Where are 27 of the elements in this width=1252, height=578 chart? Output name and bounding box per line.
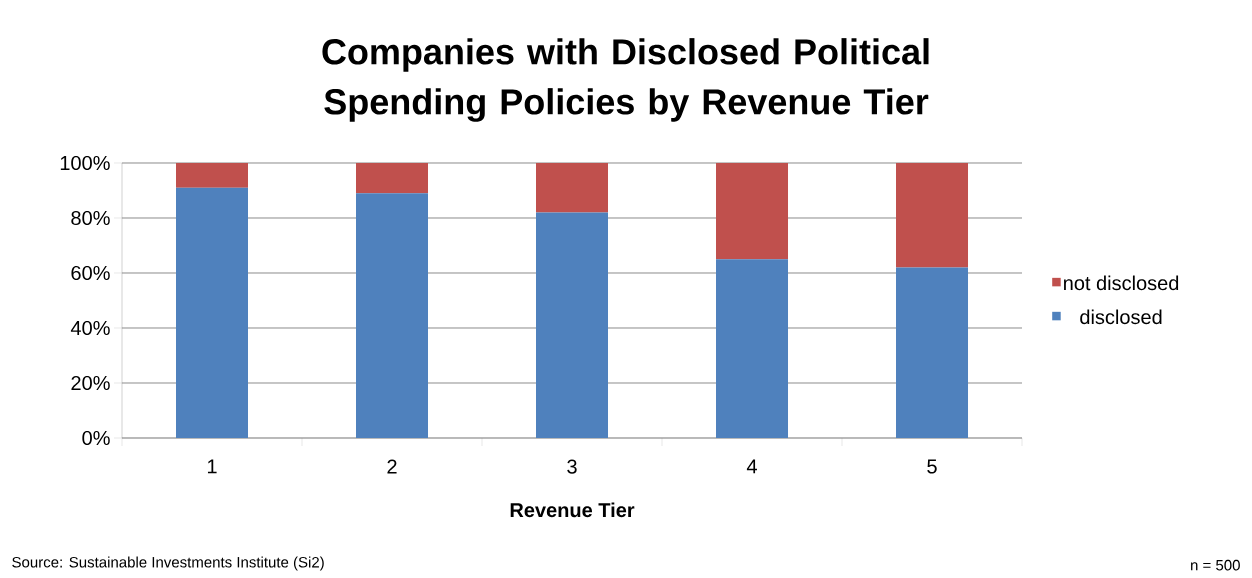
y-tick-label: 40% — [70, 320, 110, 336]
bar — [536, 212, 608, 438]
text: n = 500 — [1191, 559, 1240, 571]
x-tick-label: 4 — [746, 459, 757, 474]
y-tick-label: 60% — [71, 265, 110, 281]
y-tick-label: 20% — [71, 375, 110, 391]
x-axis-title: Revenue Tier — [510, 502, 635, 518]
bar — [896, 267, 969, 438]
bar — [536, 163, 608, 213]
bar — [716, 259, 789, 438]
legend-label: not disclosed — [1064, 275, 1179, 291]
x-tick-label: 5 — [927, 459, 937, 474]
legend-label: disclosed — [1080, 309, 1162, 325]
bar — [356, 193, 428, 438]
bar — [716, 163, 789, 260]
source-note: Source: Sustainable Investments Institute (Si2) — [12, 556, 324, 571]
y-tick-label: 0% — [82, 430, 110, 446]
chart-title: Companies with Disclosed Political Spending Policies by Revenue Tier — [322, 38, 929, 122]
bar — [176, 187, 248, 438]
bar — [896, 163, 969, 268]
y-tick-label: 100% — [60, 155, 110, 171]
x-tick-label: 1 — [207, 459, 217, 474]
y-tick-label: 80% — [71, 210, 110, 226]
bar — [176, 163, 248, 188]
x-tick-label: 2 — [387, 459, 397, 474]
x-tick-label: 3 — [567, 459, 577, 474]
bar — [356, 163, 428, 194]
